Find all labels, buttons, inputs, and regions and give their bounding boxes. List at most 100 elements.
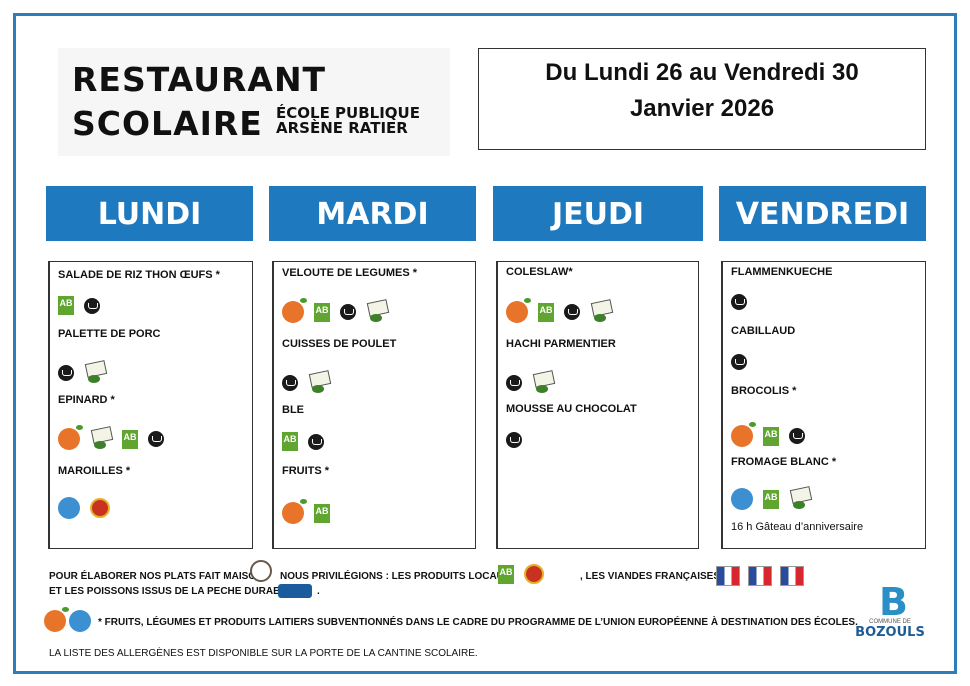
allergens-note: LA LISTE DES ALLERGÈNES EST DISPONIBLE S…: [49, 648, 478, 659]
dish-badges: AB: [506, 298, 614, 323]
fait-maison-icon: [506, 375, 522, 391]
porc-france-icon: [780, 566, 804, 586]
day-header-mardi: MARDI: [269, 186, 476, 241]
produit-local-icon: [308, 370, 332, 394]
logo-title-line1: RESTAURANT: [72, 60, 327, 99]
fait-maison-logo-icon: [250, 560, 272, 582]
restaurant-logo: RESTAURANT SCOLAIRE ÉCOLE PUBLIQUE ARSÈN…: [58, 48, 450, 156]
dish-label: COLESLAW*: [506, 266, 573, 278]
date-range-line1: Du Lundi 26 au Vendredi 30: [545, 59, 859, 86]
bio-ab-icon: AB: [763, 489, 779, 509]
dish-label: FROMAGE BLANC *: [731, 456, 837, 468]
fait-maison-icon: [731, 294, 747, 310]
french-meat-badges: [716, 566, 804, 586]
dish-badges: AB: [58, 296, 100, 315]
dish-badges: AB: [731, 486, 813, 510]
produit-local-icon: [590, 299, 614, 323]
fait-maison-icon: [308, 433, 324, 450]
dish-label: BLE: [282, 404, 304, 416]
produit-local-icon: [789, 486, 813, 510]
day-note: 16 h Gâteau d’anniversaire: [731, 521, 864, 533]
dish-badges: AB: [731, 422, 805, 447]
produit-local-icon: [90, 426, 114, 450]
dish-badges: [282, 370, 332, 394]
commune-logo: B COMMUNE DE BOZOULS: [852, 583, 928, 653]
fruits-legumes-ecole-icon: [506, 298, 531, 323]
bio-ab-icon: AB: [282, 432, 298, 451]
produit-local-icon: [532, 370, 556, 394]
msc-peche-durable-icon: [278, 584, 312, 598]
lait-ecole-icon: [58, 497, 80, 519]
bio-ab-icon: AB: [314, 302, 330, 322]
page-frame: [13, 13, 957, 674]
dish-badges: AB: [58, 425, 164, 450]
fait-maison-icon: [148, 431, 164, 447]
dish-label: FRUITS *: [282, 465, 330, 477]
day-menu-box-lundi: [48, 261, 253, 549]
dish-badges: [506, 370, 556, 394]
logo-school-name: ÉCOLE PUBLIQUE ARSÈNE RATIER: [276, 106, 420, 136]
fruits-legumes-ecole-icon: [58, 425, 83, 450]
bio-ab-icon: AB: [314, 503, 330, 523]
bio-ab-icon: AB: [122, 429, 138, 449]
fruits-legumes-ecole-icon: [282, 298, 307, 323]
logo-school-line1: ÉCOLE PUBLIQUE: [276, 104, 420, 122]
dish-badges: AB: [282, 298, 390, 323]
commune-label: COMMUNE DE: [869, 619, 911, 625]
fait-maison-icon: [789, 428, 805, 444]
aop-icon: [90, 498, 110, 518]
bio-ab-icon: AB: [58, 296, 74, 315]
dish-label: SALADE DE RIZ THON ŒUFS *: [58, 269, 220, 281]
dish-label: VELOUTE DE LEGUMES *: [282, 267, 418, 279]
produit-local-icon: [366, 299, 390, 323]
dish-label: CABILLAUD: [731, 325, 796, 337]
fait-maison-icon: [84, 297, 100, 314]
fait-maison-icon: [731, 354, 747, 370]
day-menu-box-mardi: [272, 261, 476, 549]
viande-france-icon: [716, 566, 740, 586]
footer-label-badges: AB: [498, 564, 544, 584]
dish-badges: [58, 497, 110, 519]
dish-label: HACHI PARMENTIER: [506, 338, 616, 350]
bozouls-b-icon: B: [879, 580, 908, 624]
fait-maison-icon: [506, 432, 522, 448]
day-header-lundi: LUNDI: [46, 186, 253, 241]
bio-ab-icon: AB: [538, 302, 554, 322]
dish-badges: [731, 354, 747, 370]
dish-label: MOUSSE AU CHOCOLAT: [506, 403, 637, 415]
dish-badges: [58, 360, 108, 384]
dish-badges: [731, 294, 747, 310]
date-range-box: Du Lundi 26 au Vendredi 30 Janvier 2026: [478, 48, 926, 150]
day-menu-box-jeudi: [496, 261, 699, 549]
subsidy-note: * FRUITS, LÉGUMES ET PRODUITS LAITIERS S…: [98, 617, 858, 628]
logo-title-line2: SCOLAIRE: [72, 104, 263, 143]
dish-label: MAROILLES *: [58, 465, 131, 477]
bio-ab-icon: AB: [498, 564, 514, 584]
dish-badges: AB: [282, 432, 324, 451]
fait-maison-icon: [58, 365, 74, 381]
logo-school-line2: ARSÈNE RATIER: [276, 119, 408, 137]
fait-maison-icon: [564, 304, 580, 320]
date-range-line2: Janvier 2026: [629, 95, 775, 122]
footer-line1c: , LES VIANDES FRANÇAISES: [580, 571, 721, 582]
footer-line2: ET LES POISSONS ISSUS DE LA PECHE DURABL…: [49, 586, 294, 597]
produit-local-icon: [84, 360, 108, 384]
day-header-vendredi: VENDREDI: [719, 186, 926, 241]
footer-line1b: NOUS PRIVILÉGIONS : LES PRODUITS LOCAUX: [280, 571, 511, 582]
lait-ecole-icon: [731, 488, 753, 510]
dish-label: CUISSES DE POULET: [282, 338, 397, 350]
fruits-legumes-ecole-icon: [282, 499, 307, 524]
footer-line2-end: .: [317, 586, 320, 597]
dish-label: FLAMMENKUECHE: [731, 266, 833, 278]
dish-badges: [506, 432, 522, 448]
day-menu-box-vendredi: [721, 261, 926, 549]
dish-label: EPINARD *: [58, 394, 115, 406]
commune-name: BOZOULS: [855, 625, 925, 640]
fruits-legumes-ecole-icon: [731, 422, 756, 447]
volaille-france-icon: [748, 566, 772, 586]
aop-icon: [524, 564, 544, 584]
fait-maison-icon: [282, 375, 298, 391]
bio-ab-icon: AB: [763, 426, 779, 446]
fruits-legumes-ecole-icon: [44, 607, 69, 632]
lait-ecole-icon: [69, 610, 91, 632]
